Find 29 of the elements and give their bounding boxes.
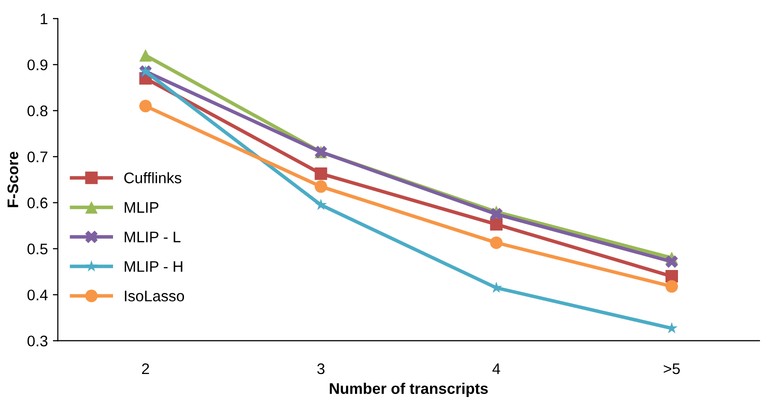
legend-label: Cufflinks [124, 172, 182, 184]
x-tick-label: 3 [317, 363, 325, 374]
y-tick-label: 0.6 [27, 198, 48, 208]
legend-label: MLIP [124, 202, 158, 213]
y-axis-title: F-Score [7, 152, 18, 208]
y-tick-label: 0.4 [27, 290, 48, 300]
point [314, 180, 328, 193]
point [665, 280, 678, 293]
point [139, 100, 152, 112]
legend-label: MLIP - L [124, 232, 180, 242]
y-tick-label: 0.8 [27, 105, 48, 116]
y-tick-label: 0.3 [27, 336, 48, 346]
point [139, 49, 152, 62]
legend-label: MLIP - H [124, 261, 182, 272]
y-tick-label: 0.5 [27, 244, 48, 254]
x-tick-label: 2 [142, 363, 150, 374]
x-tick-label: 4 [492, 364, 500, 374]
point [490, 236, 503, 249]
point [314, 167, 328, 180]
y-tick-label: 0.9 [27, 59, 48, 70]
point [665, 255, 678, 268]
point [314, 198, 327, 210]
y-tick-label: 1 [40, 14, 48, 24]
legend-label: IsoLasso [124, 290, 184, 302]
y-tick-label: 0.7 [27, 152, 48, 162]
x-axis-title: Number of transcripts [330, 382, 488, 397]
point [665, 270, 678, 283]
point [490, 218, 503, 231]
x-tick-label: >5 [664, 364, 680, 374]
